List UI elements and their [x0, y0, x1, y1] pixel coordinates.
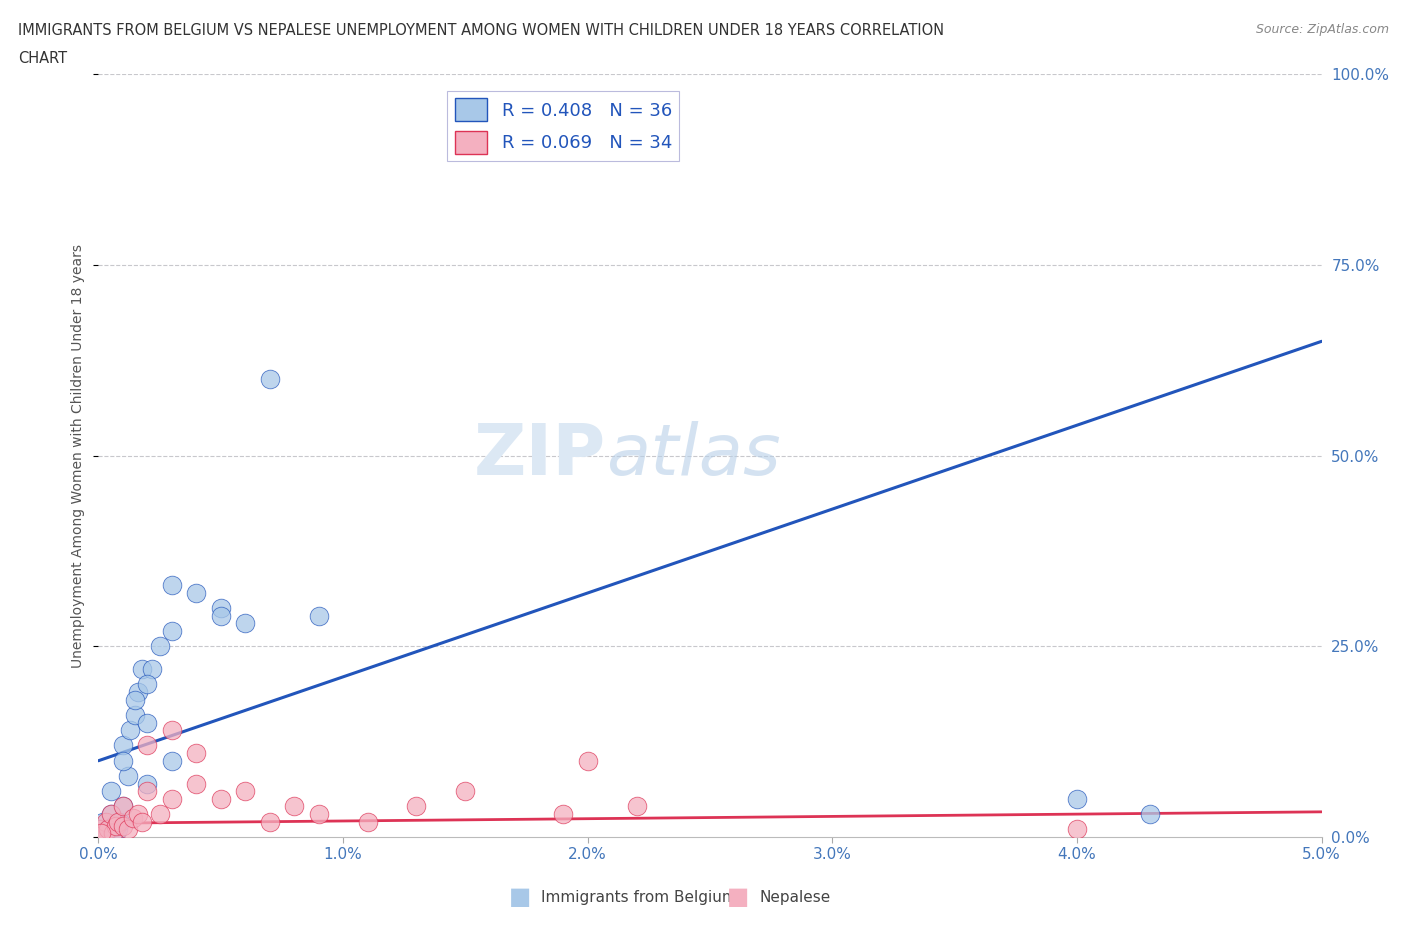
- Point: [209, 608, 232, 623]
- Point: [97, 822, 120, 837]
- Text: ■: ■: [727, 885, 749, 910]
- Point: [121, 811, 143, 826]
- Point: [107, 822, 129, 837]
- Point: [90, 826, 112, 841]
- Point: [136, 738, 159, 753]
- Text: Source: ZipAtlas.com: Source: ZipAtlas.com: [1256, 23, 1389, 36]
- Point: [87, 822, 110, 837]
- Point: [209, 601, 232, 616]
- Text: atlas: atlas: [606, 421, 780, 490]
- Point: [576, 753, 599, 768]
- Point: [160, 578, 183, 592]
- Point: [111, 799, 134, 814]
- Point: [553, 806, 575, 821]
- Point: [233, 616, 256, 631]
- Point: [141, 662, 163, 677]
- Point: [149, 806, 172, 821]
- Point: [626, 799, 648, 814]
- Text: ■: ■: [509, 885, 531, 910]
- Point: [356, 815, 378, 830]
- Point: [160, 753, 183, 768]
- Point: [124, 708, 146, 723]
- Point: [259, 815, 281, 830]
- Point: [127, 684, 149, 699]
- Point: [107, 815, 129, 830]
- Point: [1066, 822, 1088, 837]
- Point: [160, 723, 183, 737]
- Point: [90, 826, 112, 841]
- Point: [283, 799, 305, 814]
- Point: [136, 777, 159, 791]
- Point: [117, 822, 139, 837]
- Point: [186, 777, 208, 791]
- Point: [104, 818, 127, 833]
- Point: [1066, 791, 1088, 806]
- Legend: R = 0.408   N = 36, R = 0.069   N = 34: R = 0.408 N = 36, R = 0.069 N = 34: [447, 91, 679, 161]
- Point: [259, 372, 281, 387]
- Point: [149, 639, 172, 654]
- Point: [233, 784, 256, 799]
- Point: [131, 815, 153, 830]
- Point: [160, 791, 183, 806]
- Point: [120, 723, 142, 737]
- Point: [186, 586, 208, 601]
- Text: ZIP: ZIP: [474, 421, 606, 490]
- Point: [131, 662, 153, 677]
- Text: Immigrants from Belgium: Immigrants from Belgium: [541, 890, 737, 905]
- Text: CHART: CHART: [18, 51, 67, 66]
- Point: [111, 738, 134, 753]
- Point: [124, 692, 146, 707]
- Point: [136, 784, 159, 799]
- Point: [111, 753, 134, 768]
- Text: Nepalese: Nepalese: [759, 890, 831, 905]
- Point: [1139, 806, 1161, 821]
- Point: [117, 768, 139, 783]
- Point: [94, 815, 117, 830]
- Point: [94, 826, 117, 841]
- Point: [127, 806, 149, 821]
- Point: [308, 608, 330, 623]
- Point: [100, 806, 122, 821]
- Point: [405, 799, 427, 814]
- Point: [209, 791, 232, 806]
- Point: [100, 806, 122, 821]
- Point: [186, 746, 208, 761]
- Point: [110, 815, 132, 830]
- Point: [97, 822, 120, 837]
- Point: [104, 826, 127, 841]
- Point: [100, 784, 122, 799]
- Point: [136, 715, 159, 730]
- Point: [308, 806, 330, 821]
- Point: [101, 826, 124, 841]
- Point: [454, 784, 477, 799]
- Point: [91, 815, 114, 830]
- Point: [90, 822, 112, 837]
- Point: [136, 677, 159, 692]
- Point: [160, 624, 183, 639]
- Y-axis label: Unemployment Among Women with Children Under 18 years: Unemployment Among Women with Children U…: [70, 244, 84, 668]
- Point: [111, 818, 134, 833]
- Text: IMMIGRANTS FROM BELGIUM VS NEPALESE UNEMPLOYMENT AMONG WOMEN WITH CHILDREN UNDER: IMMIGRANTS FROM BELGIUM VS NEPALESE UNEM…: [18, 23, 945, 38]
- Point: [91, 826, 114, 841]
- Point: [111, 799, 134, 814]
- Point: [101, 818, 124, 833]
